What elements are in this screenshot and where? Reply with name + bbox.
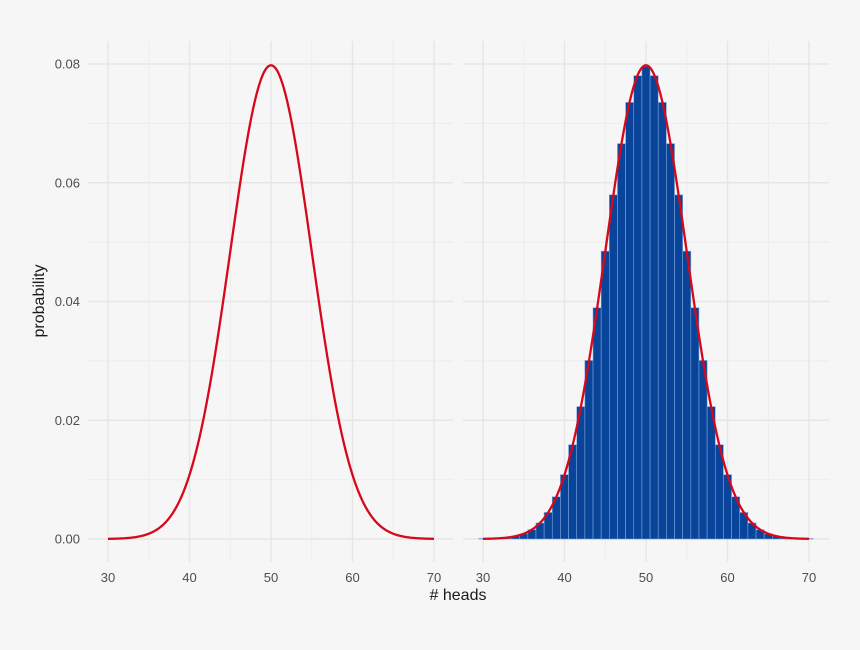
histogram-bar	[592, 307, 602, 540]
normal-density-curve	[107, 64, 435, 540]
y-tick-label: 0.04	[55, 294, 80, 309]
x-tick-label: 60	[720, 570, 734, 585]
left-panel-normal-curve: 30 40 50 60 70	[88, 41, 453, 585]
normal-density-curve	[482, 64, 810, 540]
histogram-bar	[633, 75, 643, 540]
y-axis-title: probability	[31, 265, 48, 338]
x-axis-title: # heads	[430, 587, 487, 604]
histogram-bar	[657, 102, 667, 540]
x-tick-label: 30	[101, 570, 115, 585]
histogram-bar	[666, 143, 675, 540]
histogram-bar	[625, 102, 635, 540]
x-tick-label: 50	[639, 570, 653, 585]
y-tick-label: 0.06	[55, 175, 80, 190]
histogram-bar	[649, 75, 659, 540]
histogram-bar	[682, 250, 692, 540]
y-tick-label: 0.02	[55, 413, 80, 428]
histogram-bar	[609, 194, 618, 540]
x-tick-label: 40	[182, 570, 196, 585]
y-tick-label: 0.08	[55, 57, 80, 72]
right-panel-plot	[478, 64, 814, 540]
right-panel-x-axis: 30 40 50 60 70	[476, 570, 816, 585]
histogram-bar	[690, 307, 700, 540]
histogram-bar	[584, 360, 594, 540]
x-tick-label: 60	[345, 570, 359, 585]
right-panel-binomial-histogram: 30 40 50 60 70	[463, 41, 829, 585]
x-tick-label: 30	[476, 570, 490, 585]
histogram-bar	[698, 360, 708, 540]
shared-y-axis: 0.00 0.02 0.04 0.06 0.08	[55, 57, 80, 547]
left-panel-x-axis: 30 40 50 60 70	[101, 570, 441, 585]
x-tick-label: 70	[802, 570, 816, 585]
histogram-bar	[617, 143, 626, 540]
x-tick-label: 50	[264, 570, 278, 585]
x-tick-label: 70	[427, 570, 441, 585]
x-tick-label: 40	[557, 570, 571, 585]
left-panel-grid	[88, 41, 453, 562]
histogram-bar	[641, 66, 651, 540]
histogram-bar	[600, 250, 610, 540]
left-panel-plot	[107, 64, 435, 540]
y-tick-label: 0.00	[55, 532, 80, 547]
histogram-bar	[674, 194, 683, 540]
